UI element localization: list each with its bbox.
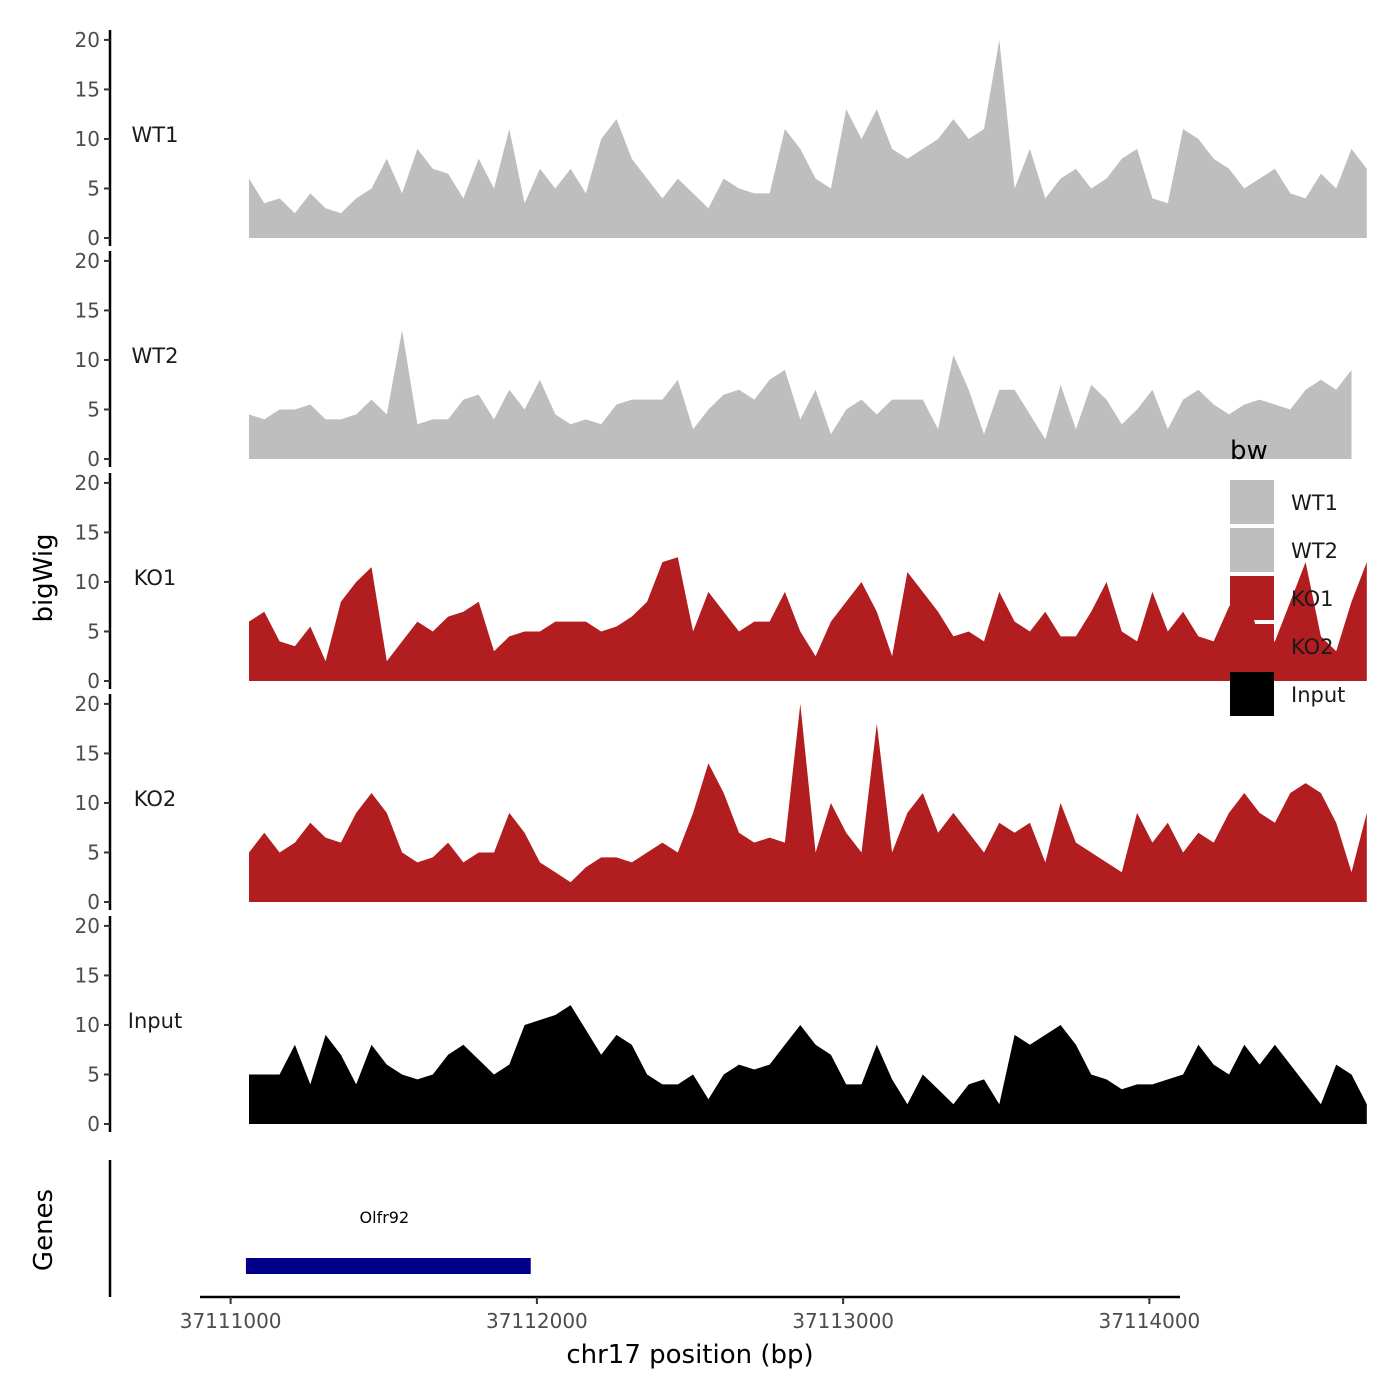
track-ko1: 0 5 10 15 20 KO1 bbox=[75, 471, 1367, 693]
legend: bw WT1 WT2 KO1 KO2 Input bbox=[1230, 436, 1345, 716]
track-label: Input bbox=[128, 1009, 182, 1033]
x-axis: 37111000 37112000 37113000 37114000 bbox=[180, 1295, 1200, 1333]
y-tick-label: 20 bbox=[75, 692, 100, 716]
y-axis-title: bigWig bbox=[29, 533, 59, 622]
x-tick-label: 37111000 bbox=[180, 1309, 282, 1333]
track-panels: 0 5 10 15 20 WT1 0 5 10 15 20 WT2 0 5 10 15 20 KO1 0 5 10 15 2… bbox=[75, 28, 1367, 1136]
y-tick-label: 5 bbox=[87, 619, 100, 643]
genes-panel: Genes Olfr92 bbox=[29, 1160, 531, 1297]
track-label: WT2 bbox=[132, 344, 179, 368]
y-tick-label: 5 bbox=[87, 840, 100, 864]
genes-track-title: Genes bbox=[29, 1189, 59, 1271]
track-input: 0 5 10 15 20 Input bbox=[75, 914, 1367, 1136]
coverage-area-wt1 bbox=[249, 39, 1367, 239]
track-wt2: 0 5 10 15 20 WT2 bbox=[75, 249, 1352, 471]
coverage-area-ko2 bbox=[249, 703, 1367, 902]
gene-label: Olfr92 bbox=[360, 1208, 410, 1227]
track-label: KO2 bbox=[134, 787, 177, 811]
y-tick-label: 15 bbox=[75, 520, 100, 544]
x-tick-label: 37112000 bbox=[486, 1309, 588, 1333]
y-tick-label: 15 bbox=[75, 298, 100, 322]
y-tick-label: 10 bbox=[75, 791, 100, 815]
legend-swatch-ko2 bbox=[1230, 624, 1274, 668]
gene-bar bbox=[245, 1258, 531, 1274]
legend-label: KO1 bbox=[1291, 587, 1334, 611]
y-tick-label: 15 bbox=[75, 77, 100, 101]
x-tick-label: 37113000 bbox=[792, 1309, 894, 1333]
y-tick-label: 0 bbox=[87, 447, 100, 471]
y-tick-label: 15 bbox=[75, 741, 100, 765]
y-tick-label: 5 bbox=[87, 397, 100, 421]
legend-label: WT1 bbox=[1291, 491, 1338, 515]
coverage-area-wt2 bbox=[249, 330, 1352, 459]
x-axis-title: chr17 position (bp) bbox=[566, 1340, 813, 1370]
y-tick-label: 20 bbox=[75, 28, 100, 52]
legend-label: WT2 bbox=[1291, 539, 1338, 563]
legend-label: KO2 bbox=[1291, 635, 1334, 659]
legend-swatch-input bbox=[1230, 672, 1274, 716]
y-tick-label: 0 bbox=[87, 226, 100, 250]
x-tick-label: 37114000 bbox=[1098, 1309, 1200, 1333]
y-tick-label: 5 bbox=[87, 176, 100, 200]
y-tick-label: 15 bbox=[75, 963, 100, 987]
legend-label: Input bbox=[1291, 683, 1345, 707]
track-label: KO1 bbox=[134, 566, 177, 590]
y-tick-label: 0 bbox=[87, 890, 100, 914]
coverage-area-ko1 bbox=[249, 557, 1367, 681]
y-tick-label: 0 bbox=[87, 1112, 100, 1136]
track-label: WT1 bbox=[132, 123, 179, 147]
y-tick-label: 20 bbox=[75, 249, 100, 273]
legend-swatch-wt1 bbox=[1230, 480, 1274, 524]
legend-swatch-wt2 bbox=[1230, 528, 1274, 572]
y-tick-label: 0 bbox=[87, 669, 100, 693]
y-tick-label: 10 bbox=[75, 127, 100, 151]
y-tick-label: 10 bbox=[75, 348, 100, 372]
legend-swatch-ko1 bbox=[1230, 576, 1274, 620]
y-tick-label: 10 bbox=[75, 1013, 100, 1037]
legend-title: bw bbox=[1230, 436, 1268, 466]
y-tick-label: 20 bbox=[75, 471, 100, 495]
coverage-area-input bbox=[249, 1005, 1367, 1124]
track-wt1: 0 5 10 15 20 WT1 bbox=[75, 28, 1367, 250]
y-tick-label: 20 bbox=[75, 914, 100, 938]
y-tick-label: 10 bbox=[75, 570, 100, 594]
y-tick-label: 5 bbox=[87, 1062, 100, 1086]
track-ko2: 0 5 10 15 20 KO2 bbox=[75, 692, 1367, 914]
